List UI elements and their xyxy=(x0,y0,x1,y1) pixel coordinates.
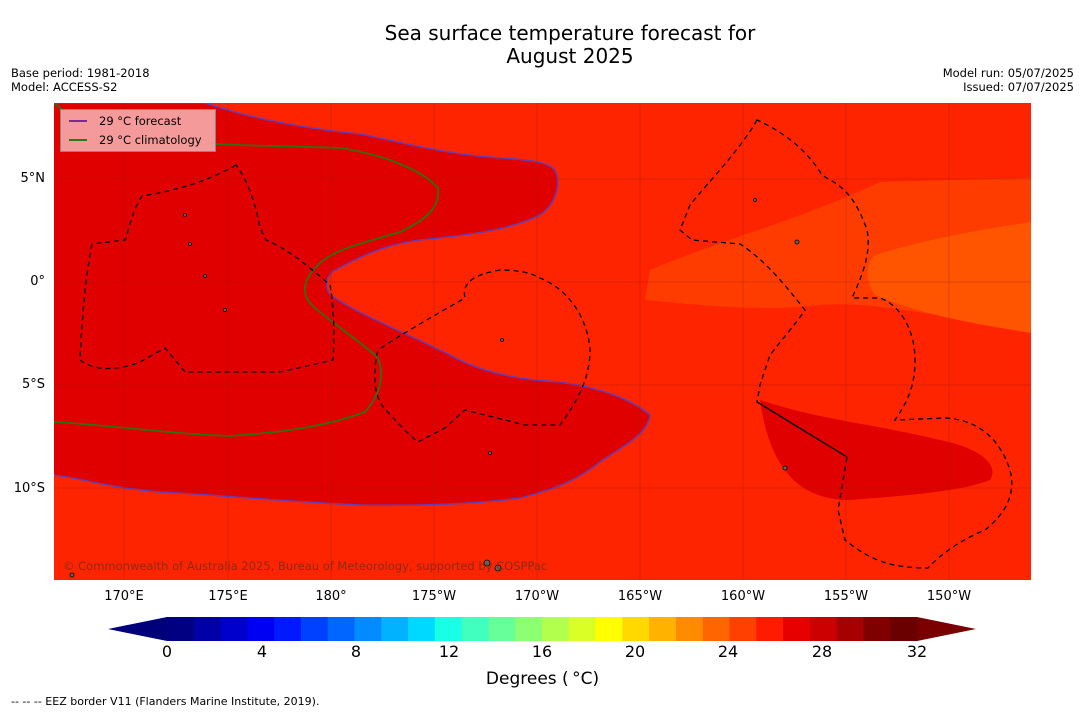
legend-forecast-label: 29 °C forecast xyxy=(99,114,182,128)
colorbar-cell xyxy=(729,617,757,641)
graticule xyxy=(54,103,1031,580)
lon-label-175e: 175°E xyxy=(208,589,248,604)
meta-left: Base period: 1981-2018 Model: ACCESS-S2 xyxy=(11,66,150,94)
colorbar-cell xyxy=(461,617,489,641)
colorbar-cell xyxy=(675,617,704,641)
model-name: Model: ACCESS-S2 xyxy=(11,80,118,94)
colorbar-cell xyxy=(809,617,838,641)
issued-date: Issued: 07/07/2025 xyxy=(963,80,1074,94)
eez-borders xyxy=(79,119,1013,569)
colorbar-cell xyxy=(756,617,784,641)
eez-footnote: -- -- -- EEZ border V11 (Flanders Marine… xyxy=(11,695,320,708)
colorbar-cell xyxy=(381,617,409,641)
colorbar-tick-8: 8 xyxy=(350,642,362,661)
model-run: Model run: 05/07/2025 xyxy=(942,66,1074,80)
contour-legend: 29 °C forecast 29 °C climatology xyxy=(60,109,216,152)
colorbar-over-arrow xyxy=(917,617,976,641)
colorbar-tick-20: 20 xyxy=(624,642,646,661)
warm-pool-region xyxy=(54,103,650,506)
climatology-29c-contour xyxy=(54,103,440,437)
forecast-29c-contour xyxy=(54,103,651,507)
lat-label-10s: 10°S xyxy=(13,481,45,496)
meta-right: Model run: 05/07/2025 Issued: 07/07/2025 xyxy=(943,66,1074,94)
lat-label-5n: 5°N xyxy=(20,171,46,186)
lon-label-180: 180° xyxy=(315,589,347,604)
colorbar-cell xyxy=(167,617,195,641)
colorbar-tick-12: 12 xyxy=(438,642,460,661)
colorbar-cell xyxy=(434,617,463,641)
lat-label-0: 0° xyxy=(30,274,45,289)
colorbar-cell xyxy=(354,617,382,641)
chart-title: Sea surface temperature forecast for Aug… xyxy=(0,22,1085,68)
colorbar-cell xyxy=(622,617,650,641)
colorbar-cell xyxy=(649,617,677,641)
colorbar-tick-0: 0 xyxy=(161,642,173,661)
colorbar-cell xyxy=(220,617,248,641)
colorbar-under-arrow xyxy=(108,617,167,641)
colorbar-tick-16: 16 xyxy=(531,642,553,661)
lon-label-165w: 165°W xyxy=(617,589,663,604)
colorbar-cell xyxy=(327,617,355,641)
copyright-note: © Commonwealth of Australia 2025, Bureau… xyxy=(63,559,548,573)
colorbar-cell xyxy=(488,617,516,641)
islands xyxy=(69,198,800,578)
colorbar-tick-28: 28 xyxy=(811,642,833,661)
title-line-2: August 2025 xyxy=(506,44,634,68)
colorbar-cell xyxy=(836,617,864,641)
colorbar-cell xyxy=(783,617,811,641)
colorbar-tick-4: 4 xyxy=(256,642,268,661)
lat-label-5s: 5°S xyxy=(21,377,45,392)
legend-forecast: 29 °C forecast xyxy=(69,114,181,128)
colorbar-tick-24: 24 xyxy=(717,642,739,661)
east-warm-tongue xyxy=(760,400,993,500)
forecast-line-swatch xyxy=(69,120,87,122)
colorbar-cell xyxy=(568,617,597,641)
legend-climatology: 29 °C climatology xyxy=(69,133,202,147)
lon-label-160w: 160°W xyxy=(720,589,766,604)
lon-label-150w: 150°W xyxy=(926,589,972,604)
title-line-1: Sea surface temperature forecast for xyxy=(384,21,756,45)
colorbar-cell xyxy=(595,617,623,641)
colorbar-cell xyxy=(702,617,730,641)
colorbar-cell xyxy=(515,617,543,641)
colorbar-cell xyxy=(300,617,329,641)
colorbar-cell xyxy=(247,617,275,641)
lon-label-170w: 170°W xyxy=(514,589,560,604)
colorbar-cell xyxy=(408,617,436,641)
base-period: Base period: 1981-2018 xyxy=(11,66,150,80)
colorbar-tick-32: 32 xyxy=(906,642,928,661)
lon-label-155w: 155°W xyxy=(823,589,869,604)
colorbar-cell xyxy=(274,617,302,641)
colorbar-label: Degrees ( °C) xyxy=(485,669,600,689)
colorbar-cell xyxy=(193,617,222,641)
lon-label-170e: 170°E xyxy=(104,589,144,604)
legend-climatology-label: 29 °C climatology xyxy=(99,133,202,147)
climatology-line-swatch xyxy=(69,139,87,141)
colorbar-cell xyxy=(890,617,918,641)
colorbar-cell xyxy=(542,617,570,641)
lon-label-175w: 175°W xyxy=(411,589,457,604)
colorbar-cell xyxy=(863,617,891,641)
